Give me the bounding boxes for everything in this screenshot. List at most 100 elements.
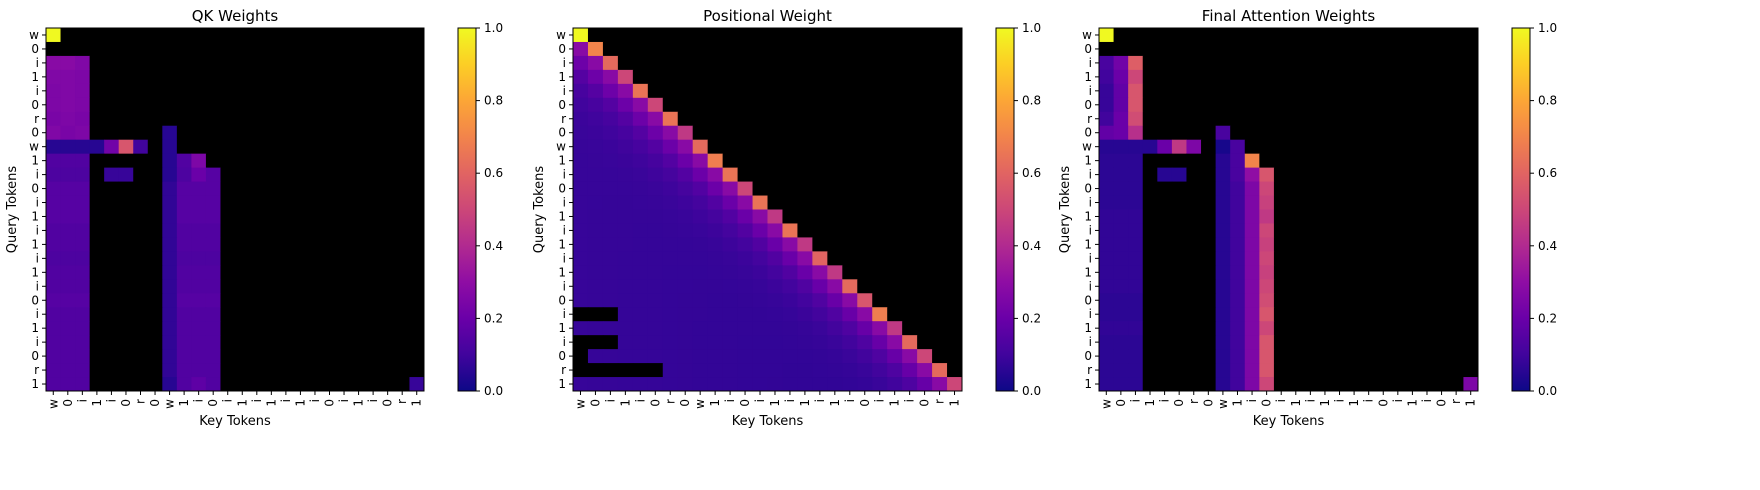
heatmap-cell (1099, 265, 1114, 280)
heatmap-cell (767, 153, 783, 169)
heatmap-cell (1390, 307, 1406, 322)
heatmap-cell (133, 69, 149, 85)
heatmap-cell (264, 181, 280, 196)
heatmap-cell (692, 223, 709, 238)
heatmap-cell (737, 237, 753, 252)
x-tick-label: i (366, 399, 380, 402)
heatmap-cell (75, 167, 91, 182)
heatmap-cell (1215, 363, 1231, 378)
heatmap-cell (602, 223, 619, 238)
heatmap-cell (176, 349, 192, 364)
heatmap-cell (1303, 125, 1319, 141)
heatmap-cell (1346, 167, 1362, 182)
y-tick-label: 0 (31, 293, 39, 307)
heatmap-cell (1303, 111, 1319, 127)
heatmap-cell (573, 181, 589, 196)
y-tick-label: i (36, 279, 39, 293)
heatmap-cell (1201, 237, 1217, 252)
heatmap-cell (1463, 111, 1479, 127)
heatmap-cell (1142, 307, 1158, 322)
heatmap-cell (322, 307, 338, 322)
heatmap-cell (782, 153, 798, 169)
heatmap-cell (336, 125, 352, 141)
heatmap-cell (365, 265, 381, 280)
heatmap-cell (1142, 125, 1158, 141)
heatmap-cell (662, 181, 679, 196)
heatmap-cell (249, 153, 265, 169)
heatmap-cell (1346, 28, 1362, 43)
heatmap-cell (662, 111, 679, 127)
heatmap-cell (322, 377, 338, 392)
heatmap-cell (351, 167, 367, 182)
heatmap-cell (75, 237, 91, 252)
heatmap-cell (205, 125, 221, 141)
heatmap-cell (602, 293, 619, 308)
heatmap-cell (632, 181, 649, 196)
heatmap-cell (235, 265, 250, 280)
y-axis-label: Query Tokens (5, 166, 20, 254)
heatmap-cell (1273, 111, 1289, 127)
heatmap-cell (917, 349, 933, 364)
heatmap-cell (647, 195, 664, 210)
heatmap-cell (1361, 237, 1377, 252)
heatmap-cell (75, 195, 91, 210)
heatmap-cell (872, 195, 888, 210)
heatmap-cell (1099, 195, 1114, 210)
heatmap-cell (1273, 83, 1289, 99)
heatmap-cell (1273, 335, 1289, 350)
heatmap-cell (409, 237, 425, 252)
heatmap-cell (409, 209, 425, 224)
heatmap-cell (249, 83, 265, 99)
heatmap-cell (1317, 293, 1333, 308)
heatmap-cell (1346, 279, 1362, 294)
heatmap-cell (1142, 363, 1158, 378)
heatmap-cell (46, 41, 61, 57)
heatmap-cell (917, 335, 933, 350)
heatmap-cell (1390, 265, 1406, 280)
heatmap-cell (409, 321, 425, 336)
heatmap-cell (1186, 307, 1202, 322)
colorbar-tick-label: 1.0 (1022, 21, 1041, 35)
heatmap-cell (162, 293, 178, 308)
heatmap-cell (1390, 251, 1406, 266)
heatmap-cell (1171, 363, 1187, 378)
heatmap-cell (602, 195, 619, 210)
heatmap-cell (662, 195, 679, 210)
heatmap-cell (162, 111, 178, 127)
heatmap-cell (1099, 139, 1114, 155)
heatmap-cell (1171, 139, 1187, 155)
heatmap-cell (1128, 153, 1144, 169)
heatmap-cell (797, 111, 813, 127)
heatmap-cell (264, 55, 280, 71)
heatmap-cell (1157, 265, 1173, 280)
heatmap-cell (797, 293, 813, 308)
heatmap-cell (293, 363, 309, 378)
heatmap-cell (827, 83, 843, 99)
heatmap-cell (1128, 181, 1144, 196)
heatmap-cell (1230, 139, 1246, 155)
heatmap-cell (191, 139, 207, 155)
heatmap-cell (827, 41, 843, 57)
heatmap-cell (394, 363, 410, 378)
heatmap-cell (827, 111, 843, 127)
heatmap-cell (365, 377, 381, 392)
heatmap-cell (1390, 28, 1406, 43)
heatmap-cell (812, 307, 828, 322)
heatmap-cell (1361, 139, 1377, 155)
heatmap-cell (1128, 377, 1144, 392)
heatmap-cell (394, 307, 410, 322)
heatmap-cell (932, 293, 948, 308)
heatmap-cell (278, 83, 294, 99)
heatmap-cell (632, 41, 649, 57)
heatmap-cell (1303, 279, 1319, 294)
heatmap-cell (692, 321, 709, 336)
heatmap-cell (602, 28, 619, 43)
heatmap-cell (1099, 251, 1114, 266)
heatmap-cell (827, 209, 843, 224)
heatmap-cell (1142, 55, 1158, 71)
heatmap-cell (752, 209, 768, 224)
heatmap-cell (147, 195, 163, 210)
heatmap-cell (191, 69, 207, 85)
heatmap-cell (677, 28, 694, 43)
